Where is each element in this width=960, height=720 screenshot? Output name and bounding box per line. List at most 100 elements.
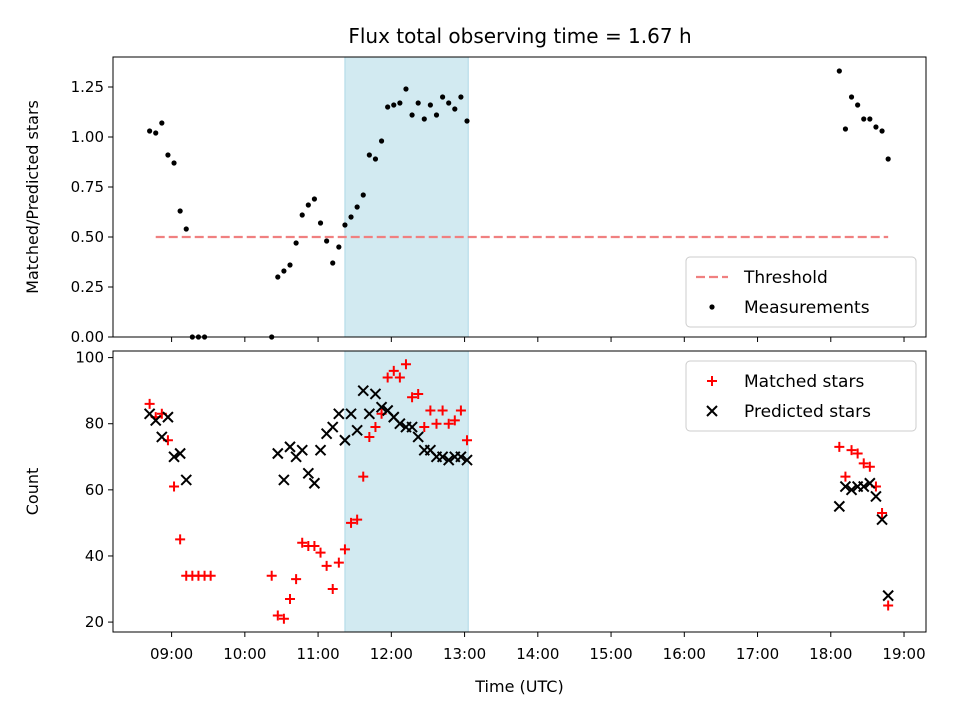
data-point — [858, 458, 869, 469]
legend-label: Threshold — [743, 268, 828, 288]
panel2-series-matched-stars — [144, 359, 894, 624]
data-point — [358, 471, 369, 482]
data-point — [879, 128, 885, 134]
data-point — [464, 118, 470, 124]
data-point — [877, 507, 888, 518]
data-point — [351, 424, 363, 437]
panel2-y-tick-label: 20 — [85, 613, 104, 631]
panel2-x-tick-label: 11:00 — [296, 645, 339, 663]
data-point — [882, 589, 894, 602]
data-point — [281, 268, 287, 274]
panel2-series-predicted-stars — [143, 384, 894, 602]
data-point — [317, 220, 324, 226]
legend-box — [685, 360, 917, 432]
data-point — [462, 435, 473, 446]
data-point — [839, 480, 852, 493]
data-point — [461, 454, 473, 466]
data-point — [321, 560, 332, 571]
panel1-y-tick-label: 1.25 — [71, 78, 104, 96]
data-point — [372, 156, 379, 162]
legend-plus-swatch — [707, 376, 717, 386]
data-point — [309, 541, 320, 552]
data-point — [272, 447, 284, 460]
panel2-x-axis-label: Time (UTC) — [474, 677, 563, 696]
data-point — [175, 534, 186, 545]
data-point — [369, 388, 382, 400]
data-point — [287, 262, 293, 268]
data-point — [159, 120, 165, 126]
data-point — [183, 226, 189, 232]
data-point — [346, 517, 357, 528]
panel1-y-tick-label: 1.00 — [71, 128, 104, 146]
data-point — [327, 584, 338, 595]
data-point — [388, 365, 399, 376]
panel1-y-axis-label: Matched/Predicted stars — [23, 100, 42, 294]
data-point — [302, 467, 315, 480]
data-point — [415, 100, 421, 106]
data-point — [394, 372, 405, 383]
bottom-panel: 20 40 60 80 100 09:00 10:00 11:00 12:00 13:00 14:0… — [23, 349, 927, 696]
data-point — [412, 431, 424, 443]
data-point — [333, 408, 345, 420]
data-point — [168, 451, 180, 463]
data-point — [370, 422, 381, 433]
panel2-y-tick-label: 100 — [75, 349, 104, 367]
data-point — [278, 474, 290, 486]
data-point — [275, 274, 281, 280]
panel1-y-tick-label: 0.25 — [71, 278, 104, 296]
panel1-y-tick-label: 0.75 — [71, 178, 104, 196]
data-point — [846, 445, 857, 456]
data-point — [352, 514, 363, 525]
data-point — [165, 152, 171, 158]
panel1-y-tick-label: 0.00 — [71, 328, 104, 346]
data-point — [333, 557, 344, 568]
panel2-x-tick-label: 12:00 — [370, 645, 413, 663]
data-point — [180, 474, 192, 486]
data-point — [311, 196, 318, 202]
data-point — [458, 94, 464, 100]
data-point — [427, 102, 433, 108]
data-point — [364, 431, 375, 442]
data-point — [848, 94, 855, 100]
panel2-frame — [112, 350, 927, 633]
data-point — [836, 68, 842, 74]
data-point — [342, 222, 348, 228]
panel2-observing-window — [344, 350, 469, 633]
panel2-x-tick-label: 10:00 — [223, 645, 266, 663]
data-point — [446, 100, 452, 106]
data-point — [433, 112, 440, 118]
data-point — [324, 238, 330, 244]
data-point — [366, 152, 372, 158]
data-point — [284, 441, 296, 453]
data-point — [873, 124, 879, 130]
data-point — [297, 537, 308, 548]
data-point — [439, 94, 446, 100]
data-point — [156, 431, 168, 443]
legend-box — [685, 256, 917, 328]
data-point — [437, 405, 448, 416]
data-point — [394, 418, 406, 430]
panel1-legend: Threshold Measurements — [685, 256, 917, 328]
data-point — [455, 405, 466, 416]
data-point — [150, 414, 162, 427]
data-point — [153, 130, 159, 136]
data-point — [357, 384, 369, 397]
panel2-y-tick-label: 40 — [85, 547, 104, 565]
data-point — [296, 444, 308, 456]
data-point — [169, 481, 180, 492]
data-point — [382, 372, 393, 383]
data-point — [339, 434, 351, 446]
chart-title: Flux total observing time = 1.67 h — [348, 24, 691, 48]
data-point — [285, 593, 296, 604]
data-point — [431, 418, 442, 429]
data-point — [177, 208, 183, 214]
data-point — [855, 102, 861, 108]
data-point — [397, 100, 403, 106]
panel2-x-tick-label: 16:00 — [663, 645, 706, 663]
data-point — [266, 570, 277, 581]
data-point — [336, 244, 342, 250]
panel2-legend: Matched stars Predicted stars — [685, 360, 917, 432]
legend-label: Matched stars — [744, 372, 864, 392]
data-point — [327, 421, 339, 433]
